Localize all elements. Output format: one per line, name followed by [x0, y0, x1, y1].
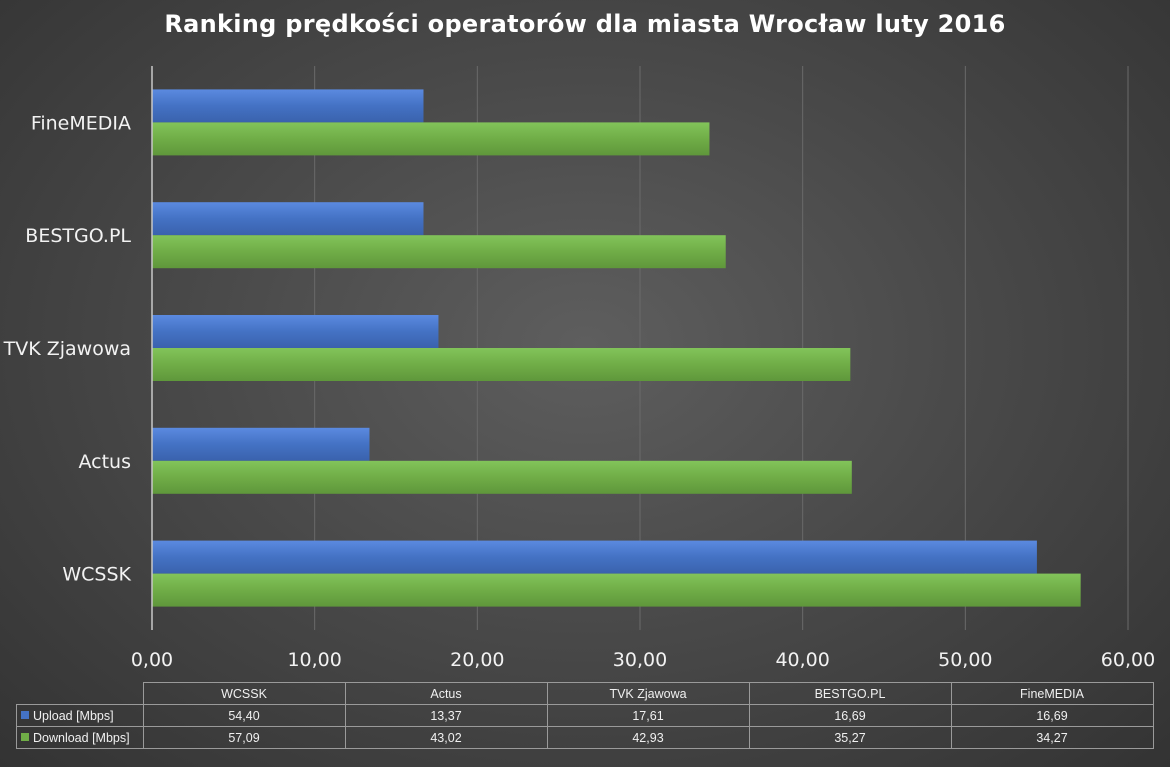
- data-table-cell: 35,27: [748, 726, 952, 749]
- chart-title: Ranking prędkości operatorów dla miasta …: [164, 10, 1006, 38]
- category-label: WCSSK: [62, 564, 131, 586]
- download-bar: [152, 573, 1081, 607]
- data-table-row-header: Download [Mbps]: [16, 726, 144, 749]
- download-legend-swatch: [21, 733, 29, 742]
- download-bar: [152, 348, 851, 381]
- x-tick-label: 50,00: [938, 649, 992, 671]
- data-table-row-upload: Upload [Mbps] 54,40 13,37 17,61 16,69 16…: [16, 704, 1154, 727]
- data-table-row-header: Upload [Mbps]: [16, 704, 144, 727]
- data-table-col-header: TVK Zjawowa: [546, 682, 750, 705]
- category-labels: WCSSK Actus TVK Zjawowa BESTGO.PL FineMEDIA: [3, 112, 132, 585]
- data-table-row-download: Download [Mbps] 57,09 43,02 42,93 35,27 …: [16, 726, 1154, 749]
- data-table: WCSSK Actus TVK Zjawowa BESTGO.PL FineME…: [16, 682, 1154, 749]
- download-series-name: Download [Mbps]: [33, 730, 130, 745]
- data-table-cell: 34,27: [950, 726, 1154, 749]
- upload-series-name: Upload [Mbps]: [33, 708, 114, 723]
- x-tick-label: 10,00: [287, 649, 341, 671]
- upload-legend-swatch: [21, 711, 29, 720]
- data-table-cell: 42,93: [546, 726, 750, 749]
- data-table-cell: 17,61: [546, 704, 750, 727]
- x-tick-label: 30,00: [613, 649, 667, 671]
- category-label: Actus: [78, 451, 131, 473]
- bars: [152, 89, 1081, 607]
- data-table-col-header: WCSSK: [142, 682, 346, 705]
- data-table-corner: [17, 683, 144, 705]
- upload-bar: [152, 89, 424, 123]
- data-table-cell: 54,40: [142, 704, 346, 727]
- data-table-cell: 13,37: [344, 704, 548, 727]
- x-tick-labels: 0,00 10,00 20,00 30,00 40,00 50,00 60,00: [131, 649, 1155, 671]
- upload-bar: [152, 427, 370, 461]
- upload-bar: [152, 540, 1037, 574]
- download-bar: [152, 460, 852, 494]
- download-bar: [152, 122, 710, 156]
- upload-bar: [152, 315, 439, 348]
- data-table-col-header: FineMEDIA: [950, 682, 1154, 705]
- data-table-header-row: WCSSK Actus TVK Zjawowa BESTGO.PL FineME…: [17, 682, 1154, 705]
- data-table-cell: 43,02: [344, 726, 548, 749]
- x-tick-label: 60,00: [1101, 649, 1155, 671]
- data-table-col-header: Actus: [344, 682, 548, 705]
- upload-bar: [152, 202, 424, 236]
- category-label: BESTGO.PL: [25, 225, 131, 247]
- x-tick-label: 0,00: [131, 649, 173, 671]
- category-label: TVK Zjawowa: [3, 338, 131, 360]
- x-tick-label: 20,00: [450, 649, 504, 671]
- download-bar: [152, 235, 726, 269]
- category-label: FineMEDIA: [31, 112, 131, 134]
- data-table-cell: 16,69: [950, 704, 1154, 727]
- data-table-cell: 16,69: [748, 704, 952, 727]
- x-tick-label: 40,00: [775, 649, 829, 671]
- data-table-cell: 57,09: [142, 726, 346, 749]
- data-table-col-header: BESTGO.PL: [748, 682, 952, 705]
